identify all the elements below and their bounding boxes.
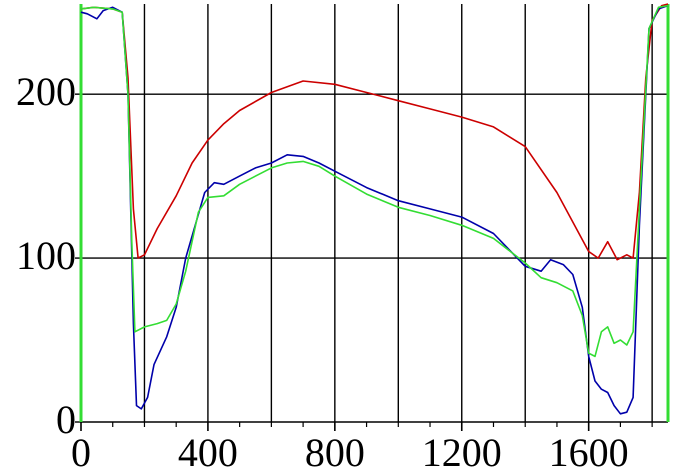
y-tick-label-100: 100 bbox=[16, 233, 76, 278]
axes bbox=[75, 4, 670, 431]
y-tick-label-0: 0 bbox=[56, 397, 76, 442]
x-tick-label-800: 800 bbox=[305, 430, 365, 471]
x-tick-label-400: 400 bbox=[178, 430, 238, 471]
tick-labels: 0 400 800 1200 1600 0 100 200 bbox=[16, 69, 629, 471]
x-tick-label-0: 0 bbox=[71, 430, 91, 471]
series-line-2 bbox=[80, 4, 669, 415]
x-tick-label-1600: 1600 bbox=[549, 430, 629, 471]
series-layer bbox=[80, 3, 669, 415]
series-line-1 bbox=[80, 3, 669, 261]
series-line-3 bbox=[80, 4, 669, 358]
y-tick-label-200: 200 bbox=[16, 69, 76, 114]
x-tick-label-1200: 1200 bbox=[422, 430, 502, 471]
gridlines bbox=[81, 4, 668, 422]
